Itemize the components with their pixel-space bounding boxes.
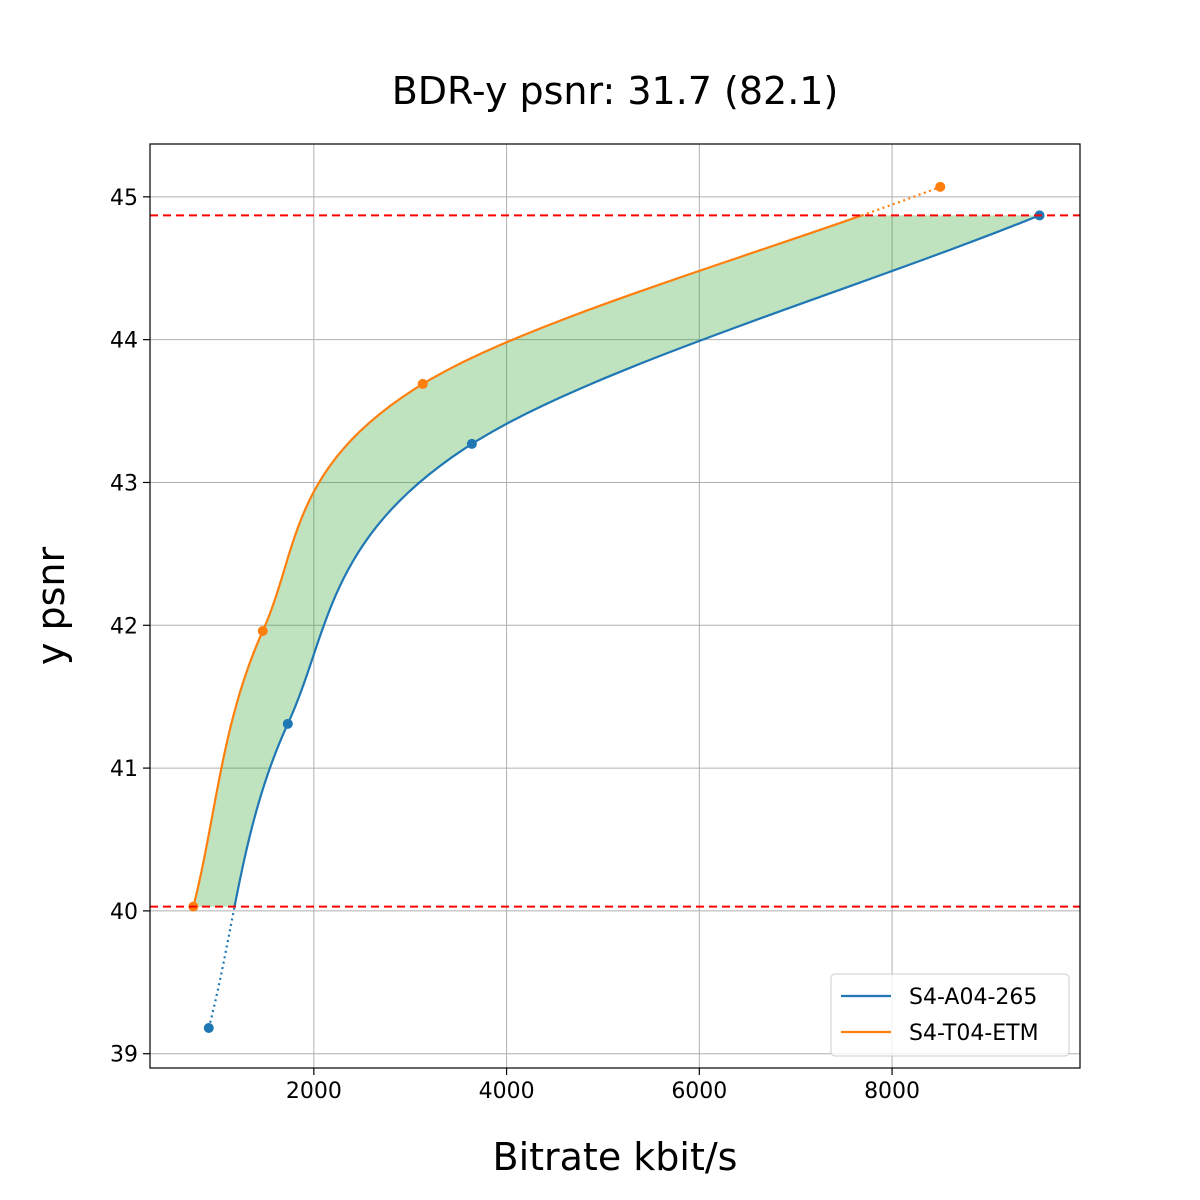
series-line [192,214,863,907]
fill-area [193,215,1040,907]
y-tick-label: 43 [110,471,138,496]
plot-frame [149,143,1081,1069]
y-tick-label: 44 [110,329,138,354]
x-tick-label: 2000 [286,1079,342,1104]
x-axis-label: Bitrate kbit/s [493,1135,738,1179]
axes: 2000 4000 6000 8000 39 40 41 42 43 44 45 [110,143,1081,1104]
x-tick-label: 8000 [864,1079,920,1104]
y-tick-label: 41 [110,757,138,782]
data-point [282,718,293,729]
y-tick-label: 39 [110,1043,138,1068]
legend: S4-A04-265 S4-T04-ETM [830,973,1070,1057]
legend-label: S4-A04-265 [909,985,1037,1010]
y-tick-label: 40 [110,900,138,925]
legend-box [830,973,1070,1057]
series-line [233,214,1040,907]
data-point [935,181,946,192]
chart-title: BDR-y psnr: 31.7 (82.1) [392,69,839,113]
legend-label: S4-T04-ETM [909,1021,1039,1046]
x-tick-label: 6000 [671,1079,727,1104]
data-point [466,438,477,449]
data-point [257,625,268,636]
series-extrapolation-line [207,906,236,1029]
y-tick-label: 42 [110,614,138,639]
grid [150,144,1080,1068]
x-tick-label: 4000 [479,1079,535,1104]
fill-between-area [193,215,1040,907]
series [188,181,1045,1034]
data-point [417,378,428,389]
y-tick-label: 45 [110,186,138,211]
data-point [203,1023,214,1034]
reference-lines [150,214,1080,908]
y-axis-label: y psnr [29,547,73,666]
